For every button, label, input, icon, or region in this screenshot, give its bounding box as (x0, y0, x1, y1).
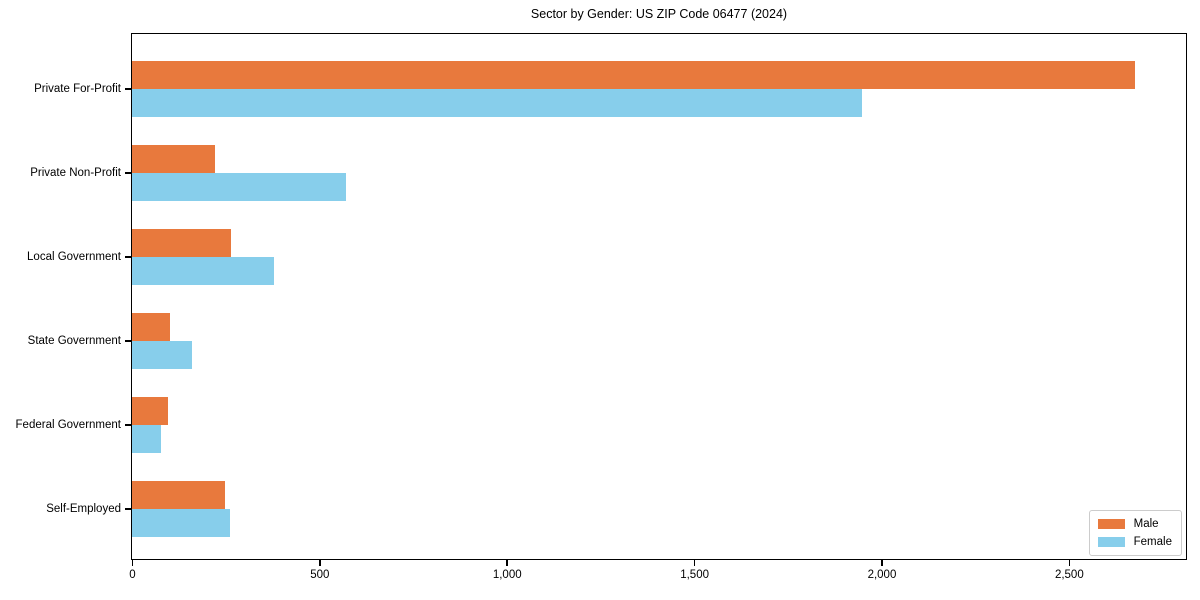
bar-male-category-5 (132, 480, 226, 509)
x-tick (693, 560, 696, 566)
y-tick (125, 340, 131, 342)
x-tick-label: 2,000 (867, 569, 897, 581)
bar-male-category-4 (132, 396, 168, 425)
x-tick-label: 0 (129, 569, 136, 581)
y-tick (125, 424, 131, 426)
x-tick-label: 500 (310, 569, 330, 581)
y-tick (125, 256, 131, 258)
bar-male-category-3 (132, 312, 170, 341)
x-tick (319, 560, 321, 566)
legend-entry-male: Male (1097, 518, 1172, 530)
x-tick-label: 2,500 (1054, 569, 1084, 581)
y-tick-label: Self-Employed (46, 503, 121, 515)
legend-swatch-female (1097, 537, 1125, 547)
x-tick (131, 560, 134, 566)
x-tick (1068, 560, 1071, 566)
x-tick (881, 560, 883, 566)
y-tick-label: Private For-Profit (34, 83, 121, 95)
chart-title: Sector by Gender: US ZIP Code 06477 (202… (530, 7, 788, 21)
x-tick-label: 1,500 (680, 569, 709, 581)
y-tick-label: Private Non-Profit (30, 167, 121, 179)
y-tick-label: Local Government (27, 251, 121, 263)
legend-entry-female: Female (1097, 536, 1172, 548)
bar-male-category-1 (132, 144, 216, 173)
y-tick-label: Federal Government (15, 419, 121, 431)
x-tick (506, 560, 508, 566)
legend: Male Female (1088, 510, 1182, 556)
legend-label-male: Male (1133, 518, 1159, 530)
x-tick-label: 1,000 (492, 569, 522, 581)
y-tick-label: State Government (27, 335, 121, 347)
bar-female-category-3 (132, 340, 192, 369)
bar-male-category-2 (132, 228, 232, 257)
legend-swatch-male (1097, 519, 1125, 529)
bar-male-category-0 (132, 60, 1136, 89)
bar-female-category-0 (132, 88, 862, 117)
legend-label-female: Female (1133, 536, 1172, 548)
bar-female-category-2 (132, 256, 274, 285)
bar-female-category-4 (132, 424, 161, 453)
y-tick (125, 508, 131, 510)
y-tick (125, 172, 131, 174)
bar-female-category-5 (132, 508, 230, 537)
bar-female-category-1 (132, 172, 346, 201)
y-tick (125, 88, 131, 90)
plot-area: Male Female (131, 33, 1187, 560)
